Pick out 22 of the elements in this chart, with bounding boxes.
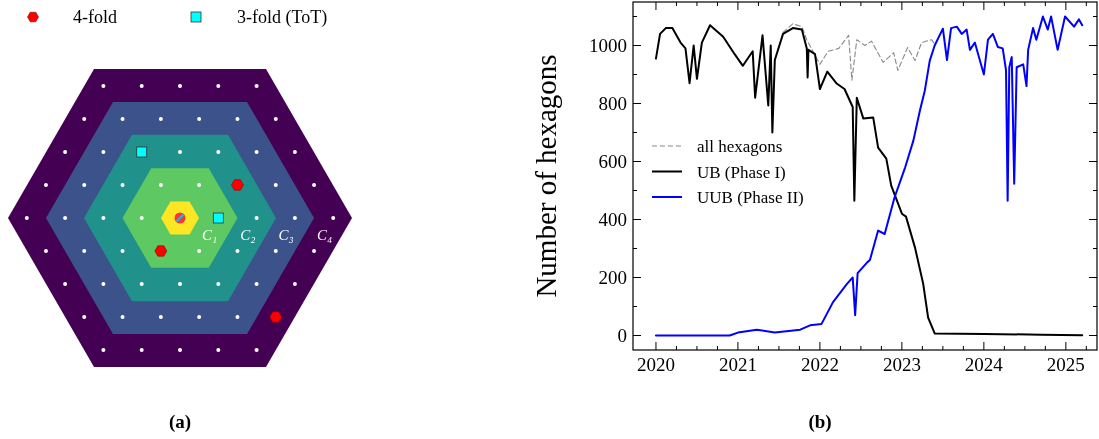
y-tick-label: 200 [598,266,627,288]
text: (b) [808,411,832,433]
x-tick-label: 2020 [636,354,675,375]
x-tick-label: 2021 [718,354,757,375]
y-tick-label: 0 [617,324,627,346]
legend-label: all hexagons [697,137,783,156]
y-tick-label: 1000 [589,34,627,56]
y-tick-label: 600 [598,150,627,172]
legend-label: UUB (Phase II) [697,188,804,207]
x-tick-label: 2022 [800,354,839,375]
hexagon-grid-diagram: C₁ C₂ C₃ C₄ [8,69,352,367]
text: (a) [168,411,192,433]
text: 3-fold (ToT) [237,7,328,28]
y-tick-label: 400 [598,208,627,230]
text: 4-fold [73,7,117,27]
x-tick-label: 2023 [882,354,921,375]
legend-label: UB (Phase I) [697,162,786,182]
x-tick-label: 2025 [1046,354,1085,375]
y-tick-label: 800 [598,92,627,114]
x-tick-label: 2024 [964,354,1004,375]
line-series [782,23,936,81]
y-axis-title: Number of hexagons [530,54,562,298]
